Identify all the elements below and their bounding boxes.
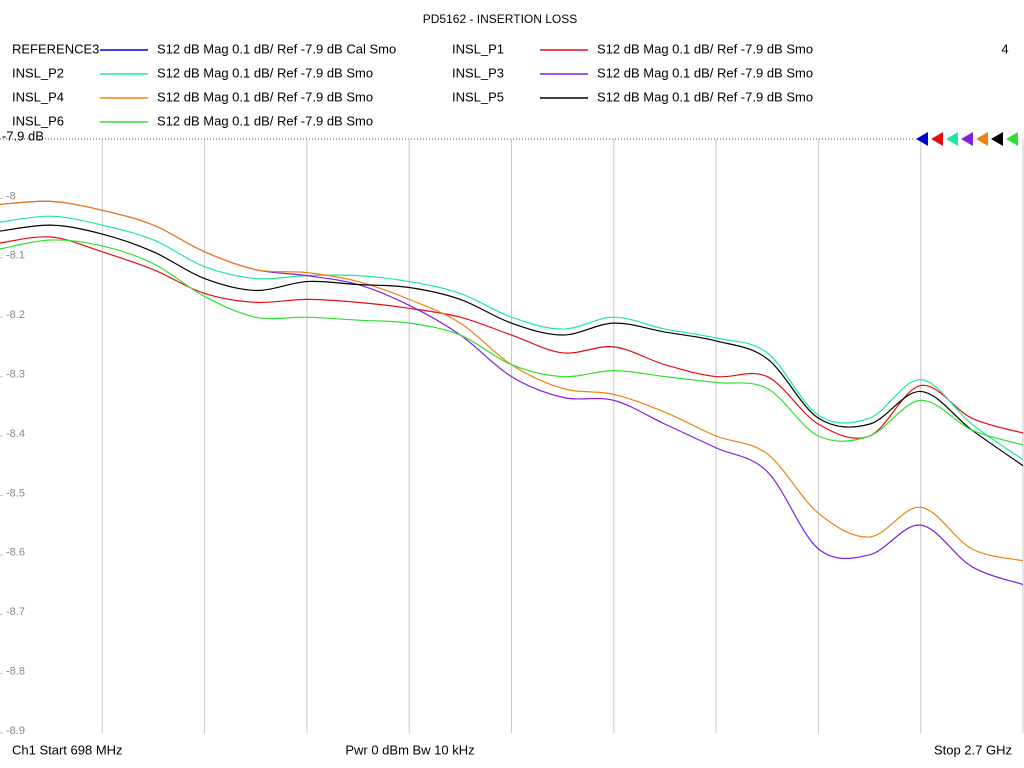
- footer-stop: Stop 2.7 GHz: [934, 742, 1012, 757]
- marker-count: 4: [1001, 41, 1008, 56]
- y-tick-label: -8.2: [6, 309, 25, 321]
- trace-marker: [916, 132, 928, 146]
- legend-description: S12 dB Mag 0.1 dB/ Ref -7.9 dB Smo: [597, 41, 813, 56]
- trace: [0, 239, 1024, 446]
- legend-name: INSL_P1: [452, 41, 504, 56]
- trace: [0, 224, 1024, 467]
- y-tick-label: -8.7: [6, 606, 25, 618]
- legend-description: S12 dB Mag 0.1 dB/ Ref -7.9 dB Smo: [597, 65, 813, 80]
- y-tick-label: -8.8: [6, 666, 25, 678]
- trace-marker: [1006, 132, 1018, 146]
- legend-description: S12 dB Mag 0.1 dB/ Ref -7.9 dB Cal Smo: [157, 41, 396, 56]
- y-tick-label: -7.9 dB: [2, 128, 44, 143]
- legend-name: INSL_P5: [452, 89, 504, 104]
- trace: [0, 215, 1024, 461]
- y-tick-label: -8.3: [6, 369, 25, 381]
- y-tick-label: -8.5: [6, 487, 25, 499]
- trace-marker: [991, 132, 1003, 146]
- legend-name: INSL_P2: [12, 65, 64, 80]
- footer-start: Ch1 Start 698 MHz: [12, 742, 123, 757]
- trace-marker: [961, 132, 973, 146]
- legend-description: S12 dB Mag 0.1 dB/ Ref -7.9 dB Smo: [157, 65, 373, 80]
- trace-marker: [976, 132, 988, 146]
- trace-marker: [931, 132, 943, 146]
- trace-marker: [946, 132, 958, 146]
- legend-name: INSL_P3: [452, 65, 504, 80]
- legend-name: REFERENCE3: [12, 41, 99, 56]
- legend-name: INSL_P4: [12, 89, 64, 104]
- legend-description: S12 dB Mag 0.1 dB/ Ref -7.9 dB Smo: [597, 89, 813, 104]
- legend-description: S12 dB Mag 0.1 dB/ Ref -7.9 dB Smo: [157, 113, 373, 128]
- y-tick-label: -8.4: [6, 428, 25, 440]
- y-tick-label: -8: [6, 190, 16, 202]
- y-tick-label: -8.1: [6, 250, 25, 262]
- y-tick-label: -8.6: [6, 547, 25, 559]
- y-tick-label: -8.9: [6, 725, 25, 737]
- legend-description: S12 dB Mag 0.1 dB/ Ref -7.9 dB Smo: [157, 89, 373, 104]
- chart-title: PD5162 - INSERTION LOSS: [423, 12, 578, 26]
- footer-power: Pwr 0 dBm Bw 10 kHz: [345, 742, 474, 757]
- legend-name: INSL_P6: [12, 113, 64, 128]
